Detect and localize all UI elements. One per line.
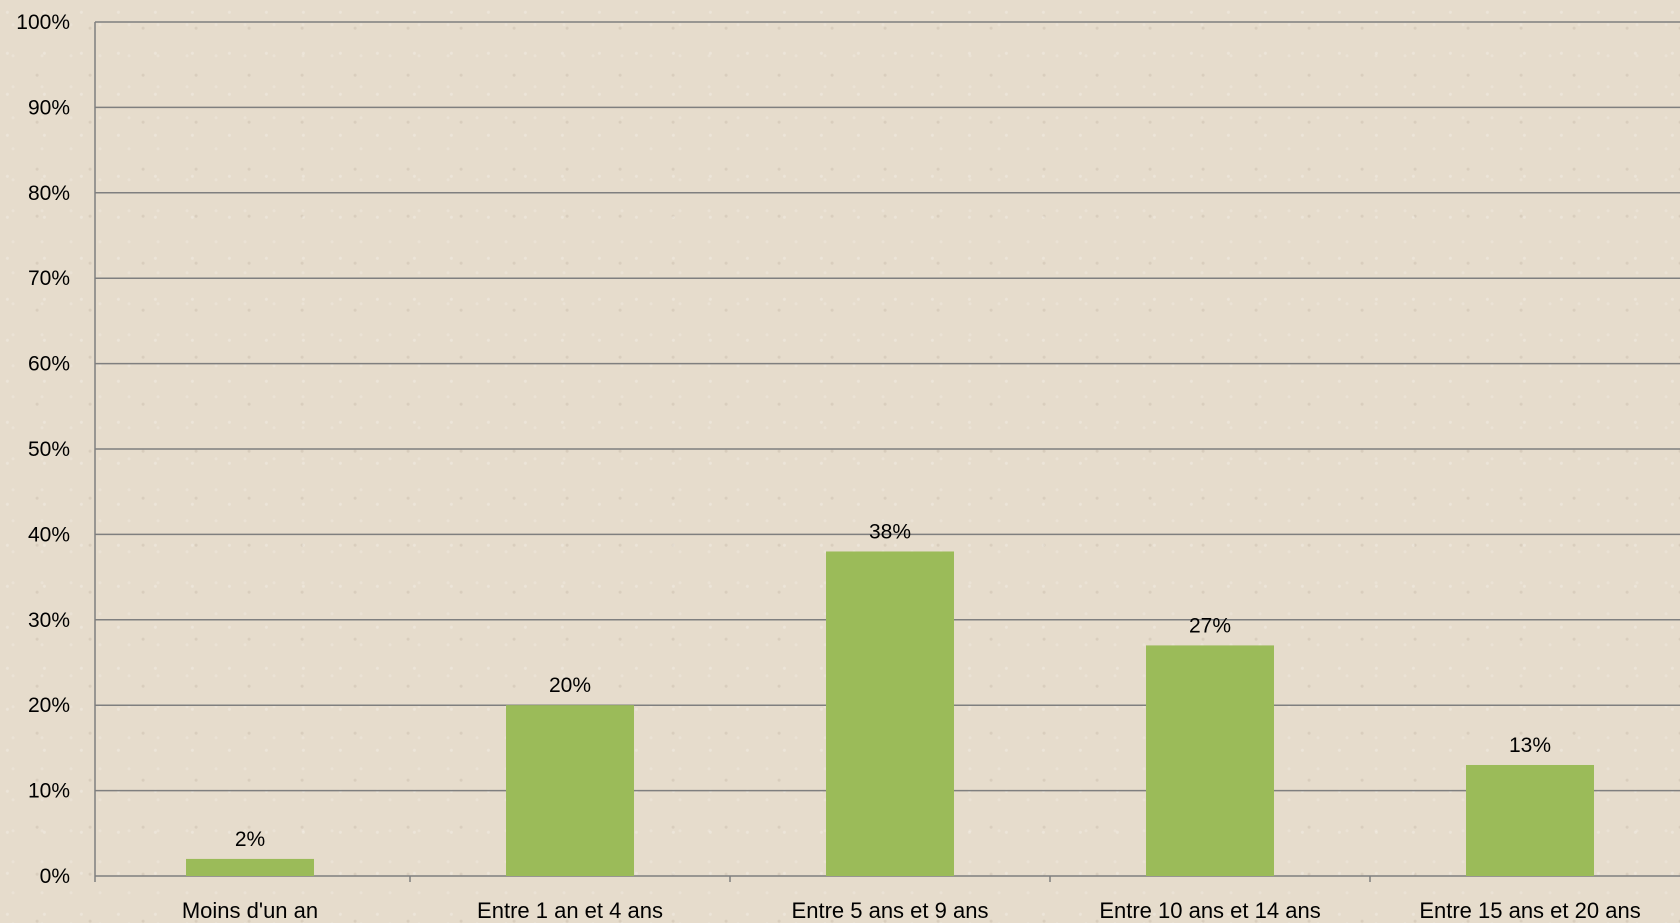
- y-tick-label: 10%: [28, 780, 70, 803]
- y-tick-label: 90%: [28, 96, 70, 119]
- y-tick-label: 70%: [28, 267, 70, 290]
- y-tick-label: 20%: [28, 694, 70, 717]
- data-label: 20%: [549, 674, 591, 697]
- x-axis-category-labels: Moins d'un an Entre 1 an et 4 ans Entre 5 …: [182, 898, 1641, 923]
- data-label: 2%: [235, 828, 265, 851]
- y-tick-label: 100%: [16, 11, 70, 34]
- x-category-label: Entre 10 ans et 14 ans: [1099, 898, 1320, 923]
- bar: [506, 705, 634, 876]
- bar: [1466, 764, 1594, 876]
- x-category-label: Entre 1 an et 4 ans: [477, 898, 663, 923]
- x-category-label: Entre 15 ans et 20 ans: [1419, 898, 1640, 923]
- y-tick-label: 50%: [28, 438, 70, 461]
- y-tick-label: 60%: [28, 353, 70, 376]
- y-axis-tick-labels: 0% 10% 20% 30% 40% 50% 60% 70% 80% 90% 100%: [16, 11, 70, 888]
- y-tick-label: 40%: [28, 523, 70, 546]
- data-labels: 2% 20% 38% 27% 13%: [235, 520, 1551, 850]
- bar: [1146, 645, 1274, 876]
- data-label: 27%: [1189, 614, 1231, 637]
- data-label: 13%: [1509, 734, 1551, 757]
- data-label: 38%: [869, 520, 911, 543]
- x-category-label: Entre 5 ans et 9 ans: [792, 898, 989, 923]
- gridlines: [95, 21, 1680, 882]
- bars: [186, 551, 1594, 876]
- y-tick-label: 80%: [28, 182, 70, 205]
- x-category-label: Moins d'un an: [182, 898, 318, 923]
- bar: [186, 858, 314, 876]
- y-tick-label: 0%: [40, 865, 70, 888]
- y-tick-label: 30%: [28, 609, 70, 632]
- bar: [826, 551, 954, 876]
